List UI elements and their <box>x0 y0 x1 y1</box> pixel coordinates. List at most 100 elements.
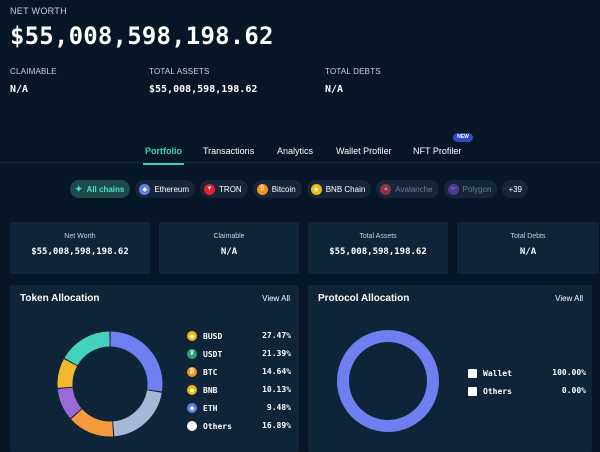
card-label: Net Worth <box>64 233 96 240</box>
donut-segment-btc[interactable] <box>71 408 114 437</box>
stat-label: CLAIMABLE <box>10 67 57 76</box>
tab-analytics[interactable]: Analytics <box>277 146 314 156</box>
chain-chip-bnb[interactable]: ◆ BNB Chain <box>306 180 372 198</box>
legend-row-eth: ◆ ETH <box>187 402 217 414</box>
sparkle-icon: ✦ <box>75 183 83 194</box>
stat-label: TOTAL DEBTS <box>325 67 381 76</box>
chain-chip-bitcoin[interactable]: ₿ Bitcoin <box>252 180 302 198</box>
net-worth-header: NET WORTH $55,008,598,198.62 <box>10 6 590 50</box>
stat-value: N/A <box>10 84 29 95</box>
chain-chip-avalanche[interactable]: ▲ Avalanche <box>376 180 439 198</box>
legend-row-btc: ₿ BTC <box>187 366 217 378</box>
tab-portfolio[interactable]: Portfolio <box>143 146 184 165</box>
stat-label: TOTAL ASSETS <box>149 67 210 76</box>
token-view-all-link[interactable]: View All <box>262 294 290 303</box>
eth-icon: ◆ <box>187 403 197 413</box>
summary-cards: Net Worth $55,008,598,198.62 Claimable N… <box>10 222 599 274</box>
chain-label: Bitcoin <box>271 184 296 194</box>
donut-segment-busd[interactable] <box>110 331 163 392</box>
card-claimable: Claimable N/A <box>159 222 299 274</box>
tab-nft-profiler[interactable]: NFT Profiler <box>413 146 462 156</box>
legend-row-others: Others <box>468 385 512 397</box>
panel-title: Token Allocation <box>20 293 100 304</box>
polygon-icon: ∞ <box>447 183 459 195</box>
chain-label: Polygon <box>462 184 492 194</box>
summary-stats: CLAIMABLE N/A TOTAL ASSETS $55,008,598,1… <box>10 67 464 95</box>
others-icon <box>187 421 197 431</box>
bnb-icon: ◆ <box>187 385 197 395</box>
token-allocation-panel: Token Allocation View All ◆ BUSD ₮ USDT … <box>10 285 299 452</box>
chain-chip-tron[interactable]: ▼ TRON <box>200 180 248 198</box>
net-worth-value: $55,008,598,198.62 <box>10 22 274 50</box>
tab-transactions[interactable]: Transactions <box>203 146 255 156</box>
bitcoin-icon: ₿ <box>256 183 268 195</box>
chain-chip-all[interactable]: ✦ All chains <box>70 180 131 198</box>
stat-value: $55,008,598,198.62 <box>149 84 258 95</box>
chain-chip-polygon[interactable]: ∞ Polygon <box>443 180 498 198</box>
card-total-assets: Total Assets $55,008,598,198.62 <box>308 222 448 274</box>
donut-segment-bnb[interactable] <box>57 387 82 419</box>
card-label: Claimable <box>213 233 245 240</box>
donut-segment-others[interactable] <box>64 331 110 366</box>
token-legend: ◆ BUSD ₮ USDT ₿ BTC ◆ BNB ◆ ETH Others 2… <box>187 330 291 435</box>
legend-label: ETH <box>203 403 218 413</box>
chain-filter: ✦ All chains ◆ Ethereum ▼ TRON ₿ Bitcoin… <box>70 180 533 198</box>
legend-row-wallet: Wallet <box>468 367 512 379</box>
chain-label: BNB Chain <box>325 184 366 194</box>
legend-label: Others <box>203 421 232 431</box>
chain-label: Avalanche <box>395 184 433 194</box>
token-donut-chart <box>57 331 163 437</box>
others-square-icon <box>468 386 477 396</box>
legend-value: 9.48% <box>266 403 291 412</box>
tab-divider <box>0 162 600 163</box>
legend-label: USDT <box>203 349 223 359</box>
chain-chip-ethereum[interactable]: ◆ Ethereum <box>135 180 196 198</box>
net-worth-label: NET WORTH <box>10 6 67 16</box>
legend-value: 27.47% <box>262 331 291 340</box>
protocol-legend: Wallet Others 100.00% 0.00% <box>468 367 586 397</box>
donut-segment-eth[interactable] <box>57 358 78 388</box>
card-label: Total Assets <box>359 233 397 240</box>
stat-claimable: CLAIMABLE N/A <box>10 67 113 95</box>
legend-row-bnb: ◆ BNB <box>187 384 217 396</box>
legend-value: 16.89% <box>262 421 291 430</box>
chain-label: Ethereum <box>154 184 190 194</box>
legend-label: BTC <box>203 367 218 377</box>
usdt-icon: ₮ <box>187 349 197 359</box>
donut-segment-usdt[interactable] <box>112 389 162 437</box>
legend-label: Others <box>483 386 512 396</box>
avalanche-icon: ▲ <box>380 183 392 195</box>
legend-row-others: Others <box>187 420 232 432</box>
legend-row-busd: ◆ BUSD <box>187 330 222 342</box>
legend-label: Wallet <box>483 368 512 378</box>
protocol-donut-chart <box>337 330 439 432</box>
card-total-debts: Total Debts N/A <box>457 222 599 274</box>
ethereum-icon: ◆ <box>139 183 151 195</box>
card-label: Total Debts <box>510 233 546 240</box>
chain-chip-more[interactable]: +39 <box>502 180 529 198</box>
tab-wallet-profiler[interactable]: Wallet Profiler <box>336 146 392 156</box>
donut-segment-wallet[interactable] <box>337 330 439 432</box>
legend-label: BNB <box>203 385 218 395</box>
legend-value: 21.39% <box>262 349 291 358</box>
legend-label: BUSD <box>203 331 223 341</box>
legend-value: 100.00% <box>552 368 586 377</box>
legend-value: 0.00% <box>561 386 586 395</box>
chain-label: All chains <box>86 184 125 194</box>
busd-icon: ◆ <box>187 331 197 341</box>
legend-value: 10.13% <box>262 385 291 394</box>
stat-total-assets: TOTAL ASSETS $55,008,598,198.62 <box>149 67 289 95</box>
tron-icon: ▼ <box>204 183 216 195</box>
legend-value: 14.64% <box>262 367 291 376</box>
card-value: $55,008,598,198.62 <box>31 247 129 257</box>
chain-label: TRON <box>219 184 242 194</box>
btc-icon: ₿ <box>187 367 197 377</box>
stat-value: N/A <box>325 84 344 95</box>
tab-bar: Portfolio Transactions Analytics Wallet … <box>0 140 600 165</box>
protocol-view-all-link[interactable]: View All <box>555 294 583 303</box>
protocol-allocation-panel: Protocol Allocation View All Wallet Othe… <box>308 285 592 452</box>
new-badge: NEW <box>453 133 473 142</box>
chain-more-label: +39 <box>508 184 523 194</box>
card-net-worth: Net Worth $55,008,598,198.62 <box>10 222 150 274</box>
panel-title: Protocol Allocation <box>318 293 410 304</box>
